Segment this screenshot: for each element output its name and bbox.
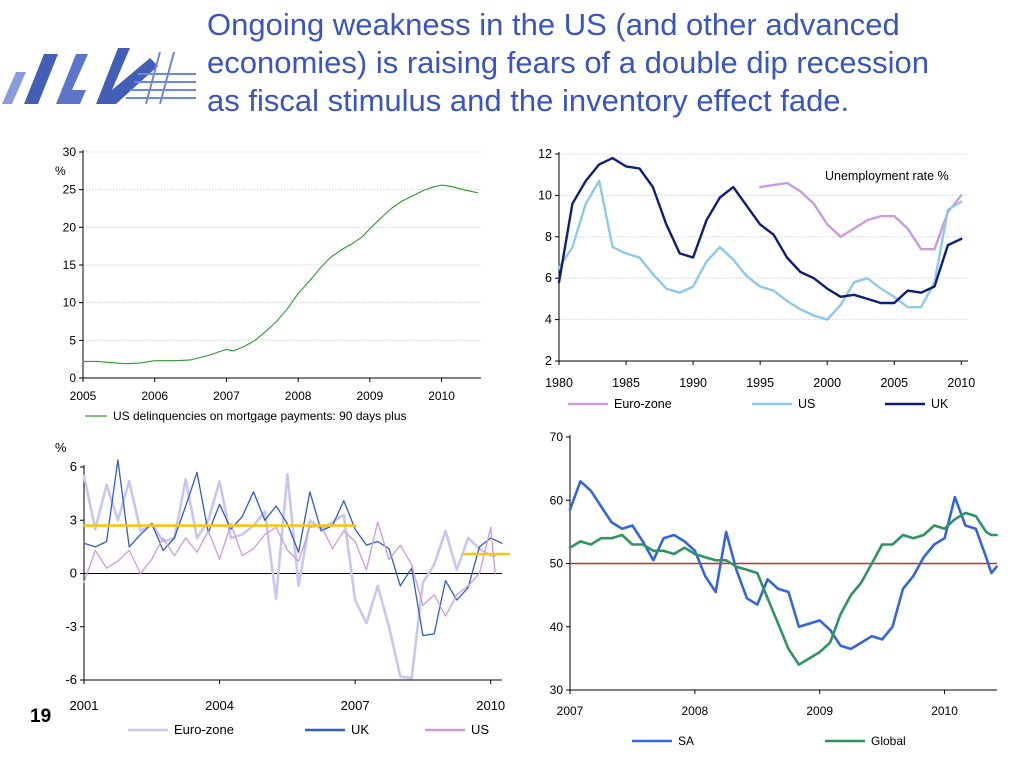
y-tick-label: 70 — [550, 430, 564, 444]
series-line-global — [568, 511, 998, 666]
x-tick-label: 2006 — [141, 389, 168, 403]
y-tick-label: 10 — [538, 188, 552, 202]
slide-title-line-3: as fiscal stimulus and the inventory eff… — [207, 83, 850, 118]
series-line-uk — [557, 156, 963, 305]
x-tick-label: 2009 — [356, 389, 383, 403]
x-tick-label: 2005 — [70, 389, 97, 403]
x-tick-label: 2004 — [205, 698, 234, 713]
legend-label-euro-zone: Euro-zone — [174, 722, 234, 737]
x-tick-label: 2010 — [931, 704, 958, 718]
page-number: 19 — [30, 706, 52, 727]
x-tick-label: 1990 — [679, 376, 707, 390]
y-tick-label: 40 — [550, 620, 564, 634]
series-line-us — [83, 521, 496, 617]
y-tick-label: 20 — [63, 220, 77, 234]
y-tick-label: 60 — [550, 493, 564, 507]
unemployment-rate-chart: Unemployment rate % 2 4 6 8 10 12 1980 1985 1990… — [538, 147, 975, 411]
x-tick-label: 2008 — [682, 704, 709, 718]
y-tick-label: 30 — [550, 683, 564, 697]
y-tick-label: 0 — [70, 566, 77, 581]
x-tick-label: 2008 — [285, 389, 312, 403]
pmi-chart: 30 40 50 60 70 2007 2008 2009 2010 SA Global — [550, 430, 998, 748]
y-tick-label: 25 — [63, 183, 77, 197]
y-tick-label: 15 — [63, 258, 77, 272]
slide-title-line-2: economies) is raising fears of a double … — [207, 45, 929, 80]
x-tick-label: 2007 — [557, 704, 584, 718]
y-tick-label: 2 — [545, 354, 552, 368]
y-tick-label: 12 — [538, 147, 552, 161]
y-tick-label: -6 — [65, 672, 77, 687]
legend-label-uk: UK — [931, 397, 949, 411]
y-tick-label: 50 — [550, 557, 564, 571]
y-tick-label: -3 — [65, 619, 77, 634]
y-tick-label: 30 — [63, 145, 77, 159]
x-tick-label: 2010 — [428, 389, 455, 403]
series-line-euro-zone — [82, 472, 497, 680]
x-tick-label: 2009 — [806, 704, 833, 718]
legend-label-us-delinquencies-on-mortgage-payments-90-days-plus: US delinquencies on mortgage payments: 9… — [113, 409, 407, 423]
y-axis-unit-label: % — [55, 164, 66, 178]
legend-label-us: US — [471, 722, 489, 737]
y-tick-label: 6 — [545, 271, 552, 285]
slide-title: Ongoing weakness in the US (and other ad… — [207, 6, 1017, 120]
series-line-us — [557, 179, 963, 321]
company-logo — [2, 48, 196, 105]
legend-label-global: Global — [871, 734, 906, 748]
x-tick-label: 2007 — [213, 389, 240, 403]
series-line-sa — [568, 479, 998, 651]
y-tick-label: 6 — [70, 459, 77, 474]
chart-annotation: Unemployment rate % — [825, 169, 949, 183]
x-tick-label: 2007 — [341, 698, 370, 713]
x-tick-label: 2000 — [813, 376, 841, 390]
y-tick-label: 4 — [545, 313, 552, 327]
legend-label-us: US — [798, 397, 815, 411]
y-tick-label: 3 — [70, 512, 77, 527]
y-axis-unit-label: % — [55, 440, 67, 455]
y-tick-label: 0 — [69, 371, 76, 385]
x-tick-label: 2010 — [947, 376, 975, 390]
legend-label-sa: SA — [678, 734, 694, 748]
series-line-us-delinquencies-on-mortgage-payments-90-days-plus — [82, 184, 478, 365]
x-tick-label: 2001 — [70, 698, 99, 713]
x-tick-label: 1995 — [746, 376, 774, 390]
series-line-uk — [83, 459, 503, 637]
x-tick-label: 2010 — [476, 698, 505, 713]
x-tick-label: 1985 — [612, 376, 640, 390]
gdp-growth-chart: % -6 -3 0 3 6 2001 2004 2007 2010 Euro-zone UK US — [55, 440, 510, 737]
y-tick-label: 5 — [69, 333, 76, 347]
legend-label-uk: UK — [351, 722, 369, 737]
y-tick-label: 10 — [63, 296, 77, 310]
x-tick-label: 1980 — [545, 376, 573, 390]
slide-title-line-1: Ongoing weakness in the US (and other ad… — [207, 7, 900, 42]
mortgage-delinquency-chart: % 0 5 10 15 20 25 30 2005 2006 2007 2008 2009 2010 US… — [55, 145, 481, 423]
y-tick-label: 8 — [545, 230, 552, 244]
legend-label-euro-zone: Euro-zone — [614, 397, 672, 411]
series-line-euro-zone — [758, 181, 963, 251]
x-tick-label: 2005 — [880, 376, 908, 390]
